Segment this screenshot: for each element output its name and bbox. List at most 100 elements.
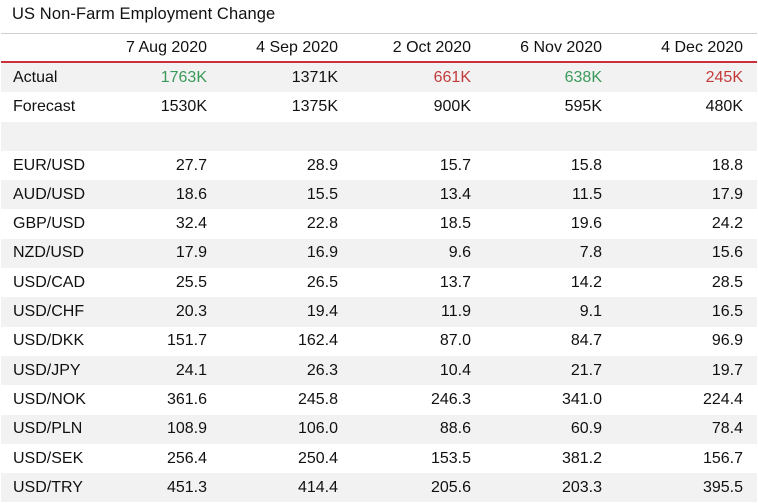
row-label: Actual (13, 68, 58, 86)
table-cell: 17.9 (711, 185, 743, 203)
table-row: Forecast 1530K 1375K 900K 595K 480K (1, 92, 757, 122)
table-cell: 156.7 (702, 449, 743, 467)
table-row: USD/JPY 24.1 26.3 10.4 21.7 19.7 (1, 355, 757, 386)
table-cell: 26.3 (306, 361, 338, 379)
table-cell: 18.8 (711, 156, 743, 174)
column-header (1, 34, 97, 63)
row-label: Forecast (13, 97, 76, 115)
data-table: 7 Aug 2020 4 Sep 2020 2 Oct 2020 6 Nov 2… (1, 33, 757, 503)
table-cell: 381.2 (561, 449, 602, 467)
table-cell: 78.4 (711, 420, 743, 438)
table-cell: 1375K (291, 97, 338, 115)
row-label: USD/PLN (13, 420, 83, 438)
table-cell: 900K (433, 97, 471, 115)
table-cell: 1530K (160, 97, 207, 115)
table-cell (97, 122, 221, 151)
table-cell: 9.1 (579, 303, 602, 321)
table-cell: 15.8 (570, 156, 602, 174)
table-cell: 361.6 (166, 390, 207, 408)
table-cell: 480K (705, 97, 743, 115)
table-row: USD/CAD 25.5 26.5 13.7 14.2 28.5 (1, 268, 757, 298)
table-cell: 246.3 (430, 390, 471, 408)
table-row: EUR/USD 27.7 28.9 15.7 15.8 18.8 (1, 150, 757, 181)
table-cell: 16.5 (711, 303, 743, 321)
table-cell: 245K (705, 68, 743, 86)
table-cell: 60.9 (570, 420, 602, 438)
table-cell: 19.4 (306, 303, 338, 321)
table-cell: 27.7 (175, 156, 207, 174)
column-header: 2 Oct 2020 (392, 38, 471, 56)
table-cell: 7.8 (579, 244, 602, 262)
header-row: 7 Aug 2020 4 Sep 2020 2 Oct 2020 6 Nov 2… (1, 34, 757, 63)
table-cell: 203.3 (561, 478, 602, 496)
table-cell: 224.4 (702, 390, 743, 408)
table-cell: 13.7 (439, 273, 471, 291)
table-cell: 19.6 (570, 215, 602, 233)
table-cell: 1371K (291, 68, 338, 86)
table-cell: 32.4 (175, 215, 207, 233)
column-header: 7 Aug 2020 (126, 38, 207, 56)
row-label: USD/SEK (13, 449, 84, 467)
table-row (1, 121, 757, 151)
table-cell: 15.6 (711, 244, 743, 262)
table-cell: 13.4 (439, 185, 471, 203)
table-cell (221, 122, 352, 151)
table-cell: 10.4 (439, 361, 471, 379)
table-cell: 88.6 (439, 420, 471, 438)
table-cell (485, 122, 616, 151)
table-row: USD/PLN 108.9 106.0 88.6 60.9 78.4 (1, 414, 757, 444)
table-cell: 153.5 (430, 449, 471, 467)
table-cell: 11.5 (572, 185, 602, 203)
table-cell: 87.0 (439, 332, 471, 350)
table-cell (616, 122, 757, 151)
table-row: GBP/USD 32.4 22.8 18.5 19.6 24.2 (1, 209, 757, 239)
table-cell: 638K (564, 68, 602, 86)
table-cell: 20.3 (175, 303, 207, 321)
table-row: USD/SEK 256.4 250.4 153.5 381.2 156.7 (1, 443, 757, 474)
table-cell: 108.9 (166, 420, 207, 438)
table-cell: 341.0 (561, 390, 602, 408)
table-cell: 250.4 (297, 449, 338, 467)
table-row: NZD/USD 17.9 16.9 9.6 7.8 15.6 (1, 238, 757, 269)
table-cell: 162.4 (297, 332, 338, 350)
table-cell: 205.6 (430, 478, 471, 496)
table-cell: 24.2 (711, 215, 743, 233)
table-cell: 9.6 (448, 244, 471, 262)
table-cell: 96.9 (711, 332, 743, 350)
row-label: USD/NOK (13, 390, 86, 408)
column-header: 4 Dec 2020 (661, 38, 743, 56)
table-cell: 26.5 (306, 273, 338, 291)
table-row: USD/DKK 151.7 162.4 87.0 84.7 96.9 (1, 326, 757, 356)
table-row: Actual 1763K 1371K 661K 638K 245K (1, 62, 757, 93)
table-row: USD/CHF 20.3 19.4 11.9 9.1 16.5 (1, 297, 757, 327)
table-cell: 28.9 (306, 156, 338, 174)
table-cell: 17.9 (175, 244, 207, 262)
row-label: NZD/USD (13, 244, 85, 262)
table-cell: 151.7 (166, 332, 207, 350)
table-cell: 24.1 (175, 361, 207, 379)
table-cell: 395.5 (702, 478, 743, 496)
table-cell: 15.5 (306, 185, 338, 203)
table-cell: 595K (564, 97, 602, 115)
table-cell: 256.4 (166, 449, 207, 467)
table-title: US Non-Farm Employment Change (12, 5, 276, 23)
table-cell: 28.5 (711, 273, 743, 291)
table-row: USD/TRY 451.3 414.4 205.6 203.3 395.5 (1, 473, 757, 503)
row-label: USD/CAD (13, 273, 86, 291)
table-cell: 21.7 (570, 361, 602, 379)
row-label: USD/TRY (13, 478, 83, 496)
table-cell: 18.6 (175, 185, 207, 203)
table-cell: 18.5 (439, 215, 471, 233)
table-cell: 11.9 (441, 303, 471, 321)
row-label (1, 122, 97, 151)
row-label: USD/CHF (13, 303, 85, 321)
table-cell: 106.0 (297, 420, 338, 438)
table-cell: 19.7 (711, 361, 743, 379)
table-cell: 1763K (160, 68, 207, 86)
table-cell: 16.9 (306, 244, 338, 262)
table-cell: 451.3 (166, 478, 207, 496)
table-row: USD/NOK 361.6 245.8 246.3 341.0 224.4 (1, 385, 757, 415)
row-label: USD/JPY (13, 361, 81, 379)
table-cell: 414.4 (297, 478, 338, 496)
